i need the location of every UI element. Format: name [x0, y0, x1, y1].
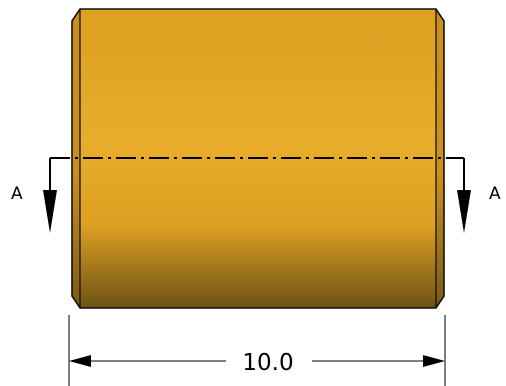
section-cut-line: A A — [11, 157, 501, 233]
dimension-arrow-right — [423, 355, 445, 367]
dimension-arrow-left — [69, 355, 91, 367]
left-section-arrow — [43, 190, 57, 233]
section-label-right: A — [489, 184, 501, 204]
length-dimension: 10.0 — [68, 315, 446, 386]
right-section-arrow — [457, 190, 471, 233]
length-dimension-value: 10.0 — [242, 350, 293, 376]
section-label-left: A — [11, 184, 23, 204]
